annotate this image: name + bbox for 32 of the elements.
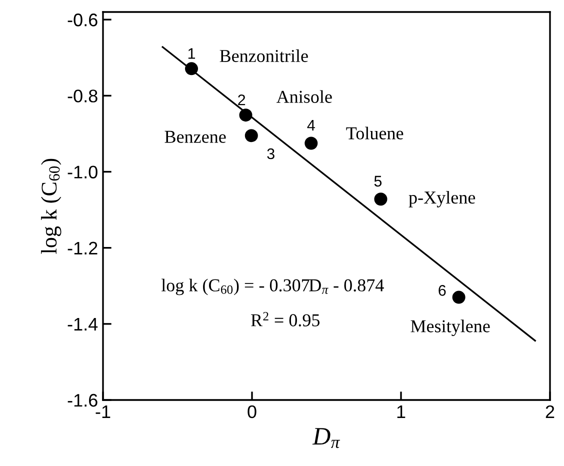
annotation: log k (C$_{60}$) = - 0.307D$_{π}$ - 0.874 bbox=[161, 278, 384, 296]
annotation: Anisole bbox=[276, 90, 332, 103]
x-axis-title: D$_{π}$ bbox=[312, 428, 340, 448]
annotation: Toluene bbox=[346, 126, 404, 140]
x-tick-label: 0 bbox=[248, 405, 256, 418]
point bbox=[304, 136, 318, 150]
x-tick-label: 1 bbox=[397, 406, 406, 418]
y-tick-label: -0.6 bbox=[68, 14, 98, 26]
y-tick-label: -1.2 bbox=[68, 242, 98, 254]
point bbox=[452, 290, 466, 304]
point bbox=[185, 62, 198, 76]
y-tick-label: -1.0 bbox=[68, 166, 98, 178]
annotation: 6 bbox=[438, 285, 446, 296]
y-axis-title: log k (C$_{60}$) bbox=[41, 158, 62, 254]
annotation: 4 bbox=[307, 120, 315, 131]
annotation: 3 bbox=[267, 148, 274, 160]
annotation: 2 bbox=[238, 94, 246, 106]
annotation: 1 bbox=[188, 48, 196, 59]
x-tick-label: 2 bbox=[546, 405, 554, 418]
point bbox=[239, 108, 252, 122]
annotation: 5 bbox=[374, 176, 382, 187]
point bbox=[374, 192, 388, 206]
y-tick-label: -1.6 bbox=[68, 394, 98, 407]
x-tick-label: -1 bbox=[96, 406, 110, 418]
point bbox=[244, 129, 258, 142]
y-tick-label: -0.8 bbox=[68, 90, 98, 102]
annotation: Benzonitrile bbox=[220, 49, 308, 62]
annotation: p-Xylene bbox=[408, 190, 476, 208]
y-tick-label: -1.4 bbox=[68, 318, 98, 330]
annotation: Benzene bbox=[164, 130, 226, 143]
annotation: R$^{2}$ = 0.95 bbox=[251, 312, 320, 326]
annotation: Mesitylene bbox=[410, 320, 490, 336]
